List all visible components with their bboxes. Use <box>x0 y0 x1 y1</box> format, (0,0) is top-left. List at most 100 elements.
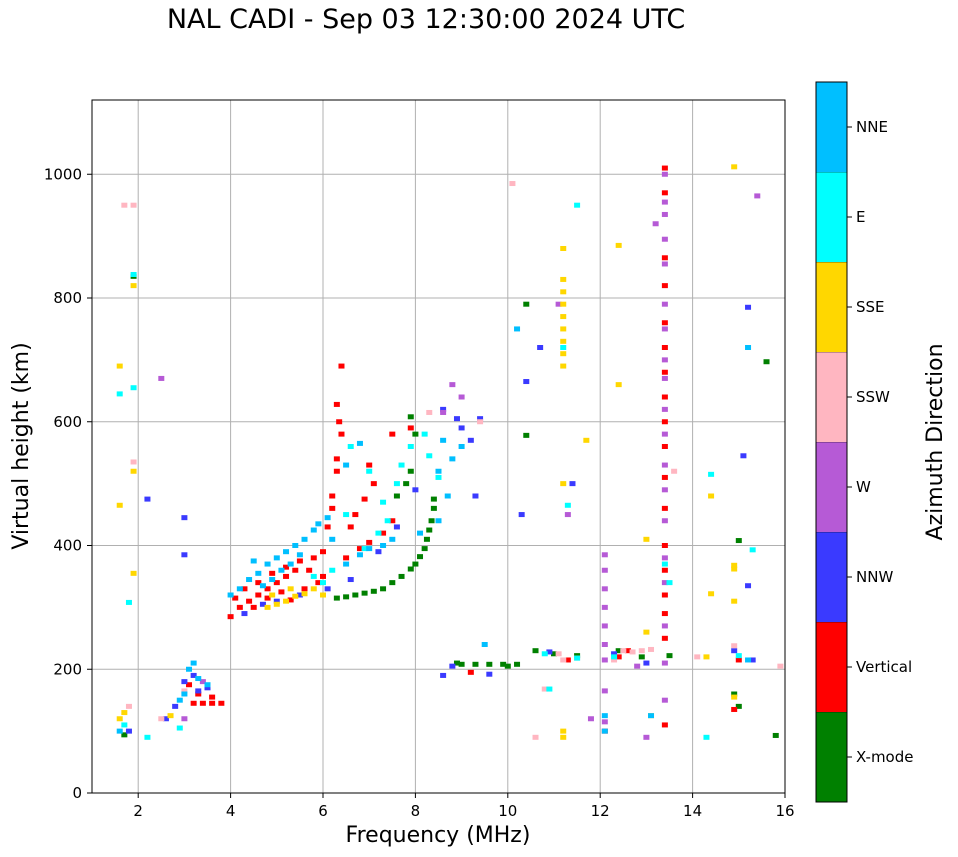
data-point <box>652 221 659 227</box>
data-point <box>204 685 211 691</box>
data-point <box>181 688 188 694</box>
data-point <box>523 379 530 385</box>
data-point <box>190 672 197 678</box>
data-point <box>745 583 752 589</box>
data-point <box>735 657 742 663</box>
data-point <box>661 487 668 493</box>
data-point <box>412 561 419 567</box>
data-point <box>264 561 271 567</box>
data-point <box>777 663 784 669</box>
data-point <box>310 527 317 533</box>
series-x-mode <box>121 273 779 738</box>
data-point <box>255 570 262 576</box>
x-tick-label: 12 <box>591 802 610 820</box>
data-point <box>361 590 368 596</box>
data-point <box>624 648 631 654</box>
data-point <box>467 669 474 675</box>
data-point <box>560 734 567 740</box>
data-point <box>731 706 738 712</box>
data-point <box>731 694 738 700</box>
data-point <box>250 558 257 564</box>
data-point <box>745 657 752 663</box>
data-point <box>283 564 290 570</box>
data-point <box>440 406 447 412</box>
data-point <box>227 614 234 620</box>
data-point <box>232 595 239 601</box>
data-point <box>195 676 202 682</box>
data-point <box>287 561 294 567</box>
data-point <box>241 611 248 617</box>
data-point <box>435 468 442 474</box>
data-point <box>246 598 253 604</box>
data-point <box>269 577 276 583</box>
data-point <box>116 728 123 734</box>
data-point <box>329 567 336 573</box>
data-point <box>116 502 123 508</box>
data-point <box>638 654 645 660</box>
data-point <box>661 611 668 617</box>
data-point <box>560 481 567 487</box>
data-point <box>428 518 435 524</box>
data-point <box>587 716 594 722</box>
data-point <box>380 499 387 505</box>
y-tick-label: 0 <box>72 784 82 802</box>
x-tick-label: 16 <box>775 802 794 820</box>
chart-title: NAL CADI - Sep 03 12:30:00 2024 UTC <box>166 4 686 35</box>
data-point <box>560 314 567 320</box>
data-point <box>449 382 456 388</box>
data-point <box>116 363 123 369</box>
data-point <box>310 586 317 592</box>
y-tick-label: 400 <box>53 537 82 555</box>
data-point <box>735 703 742 709</box>
data-point <box>458 661 465 667</box>
data-point <box>481 642 488 647</box>
data-point <box>551 651 557 657</box>
colorbar-title: Azimuth Direction <box>923 343 948 540</box>
data-point <box>661 211 668 217</box>
data-point <box>264 604 271 610</box>
data-point <box>199 679 206 685</box>
data-point <box>347 577 354 583</box>
data-point <box>500 661 507 667</box>
data-point <box>412 487 419 493</box>
data-point <box>204 682 211 688</box>
data-point <box>361 546 368 552</box>
data-point <box>343 462 350 468</box>
data-point <box>389 518 396 524</box>
data-point <box>731 566 738 572</box>
data-point <box>320 573 326 579</box>
colorbar-swatch <box>816 712 847 802</box>
data-point <box>403 481 410 487</box>
data-point <box>661 431 668 437</box>
data-point <box>181 552 188 558</box>
data-point <box>708 493 715 499</box>
data-point <box>731 562 738 568</box>
data-point <box>423 536 430 542</box>
x-tick-label: 2 <box>133 802 143 820</box>
data-point <box>735 653 742 659</box>
data-point <box>255 580 262 586</box>
data-point <box>740 453 747 459</box>
data-point <box>749 657 756 663</box>
data-point <box>541 686 548 692</box>
data-point <box>435 518 442 524</box>
data-point <box>661 444 668 449</box>
data-point <box>560 276 567 282</box>
data-point <box>190 700 197 706</box>
data-point <box>574 202 581 208</box>
data-point <box>412 431 419 437</box>
data-point <box>273 555 280 561</box>
data-point <box>125 703 132 709</box>
data-point <box>407 444 414 449</box>
colorbar-swatch <box>816 172 847 262</box>
data-point <box>731 598 738 604</box>
data-point <box>296 552 303 558</box>
data-point <box>333 595 340 601</box>
data-point <box>661 345 668 350</box>
data-point <box>486 661 493 667</box>
data-point <box>199 700 206 706</box>
data-point <box>731 643 738 649</box>
data-point <box>703 654 710 660</box>
data-point <box>504 663 511 669</box>
data-point <box>417 554 424 560</box>
